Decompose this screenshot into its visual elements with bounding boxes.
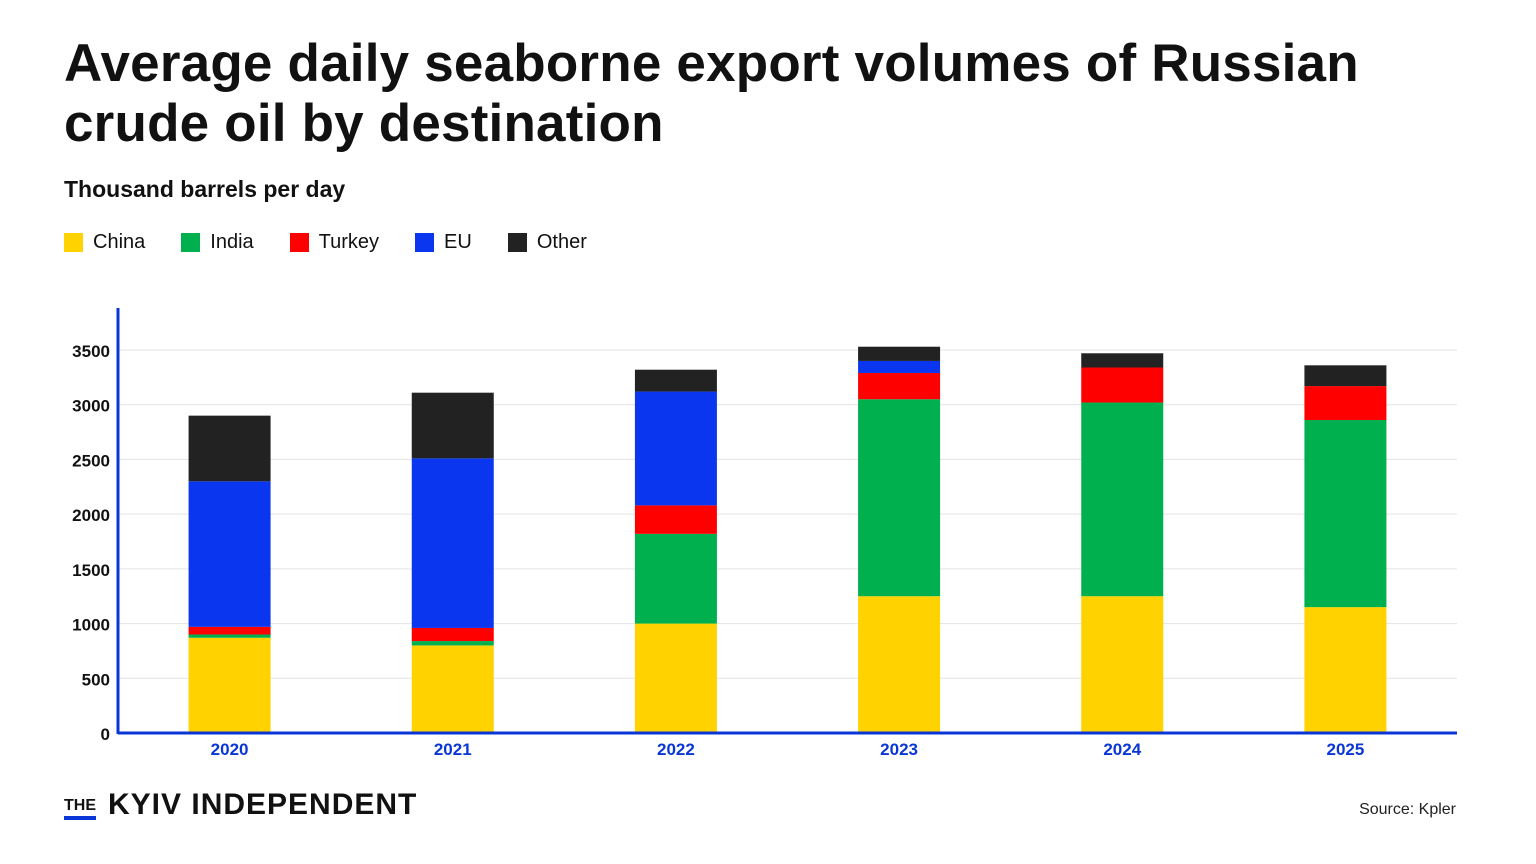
y-tick-label-500: 500 [82, 670, 110, 689]
bar-2025-china [1304, 607, 1387, 733]
legend-label-india: India [210, 231, 254, 253]
legend-label-other: Other [536, 231, 587, 253]
legend-swatch-eu [415, 233, 435, 252]
legend: China India Turkey EU Other [64, 231, 623, 254]
bar-2023-eu [858, 360, 941, 373]
x-tick-label-2025: 2025 [1327, 740, 1365, 759]
bar-2020-india [188, 634, 271, 638]
x-tick-label-2020: 2020 [211, 740, 249, 759]
bar-2025-india [1304, 420, 1387, 608]
bar-2024-china [1081, 596, 1164, 733]
y-tick-label-1000: 1000 [72, 616, 110, 635]
bar-2023-other [858, 346, 941, 361]
y-tick-label-2000: 2000 [72, 506, 110, 525]
bar-2023-turkey [858, 372, 941, 400]
bar-2022-eu [634, 391, 717, 506]
y-tick-label-1500: 1500 [72, 561, 110, 580]
bar-2022-china [634, 623, 717, 733]
bar-2024-other [1081, 353, 1164, 368]
stacked-bar-chart: 0 500 1000 1500 2000 2500 3000 3500 2020 2021 2022… [72, 308, 1457, 759]
bar-2020-turkey [188, 626, 271, 635]
bar-2025-turkey [1304, 386, 1387, 421]
legend-item-turkey: Turkey [289, 231, 380, 254]
bar-2020-other [188, 415, 271, 482]
x-tick-label-2024: 2024 [1103, 740, 1141, 759]
legend-item-india: India [181, 231, 254, 254]
y-tick-label-2500: 2500 [72, 451, 110, 470]
brand-prefix: THE [64, 798, 96, 820]
bar-2020-china [188, 637, 271, 733]
x-tick-label-2023: 2023 [880, 740, 918, 759]
bar-2023-china [858, 596, 941, 733]
bar-2020-eu [188, 481, 271, 627]
chart-subtitle: Thousand barrels per day [64, 176, 346, 202]
source-note: Source: Kpler [1359, 801, 1456, 818]
bar-2021-turkey [411, 627, 494, 642]
bar-2022-india [634, 533, 717, 624]
bar-2025-other [1304, 365, 1387, 387]
bar-2022-other [634, 369, 717, 392]
legend-label-turkey: Turkey [318, 231, 380, 253]
legend-label-eu: EU [444, 231, 472, 253]
legend-swatch-china [64, 233, 83, 252]
bar-2021-eu [411, 458, 494, 628]
bar-2024-india [1081, 402, 1164, 597]
legend-item-china: China [64, 231, 145, 254]
legend-item-eu: EU [415, 231, 472, 254]
bar-2021-other [411, 392, 494, 459]
bar-2023-india [858, 399, 941, 597]
bar-2021-china [411, 645, 494, 733]
brand-name: KYIV INDEPENDENT [108, 788, 418, 821]
y-tick-label-3500: 3500 [72, 342, 110, 361]
legend-swatch-other [507, 233, 527, 252]
brand-logo: THE KYIV INDEPENDENT [64, 790, 417, 820]
legend-label-china: China [93, 231, 146, 253]
legend-swatch-turkey [289, 233, 309, 252]
bar-2022-turkey [634, 505, 717, 534]
x-tick-label-2022: 2022 [657, 740, 695, 759]
legend-item-other: Other [507, 231, 587, 254]
chart-title: Average daily seaborne export volumes of… [64, 34, 1359, 153]
bar-2024-turkey [1081, 367, 1164, 403]
x-tick-label-2021: 2021 [434, 740, 472, 759]
y-tick-label-3000: 3000 [72, 397, 110, 416]
legend-swatch-india [181, 233, 201, 252]
bar-2021-india [411, 641, 494, 646]
y-tick-label-0: 0 [101, 725, 110, 744]
